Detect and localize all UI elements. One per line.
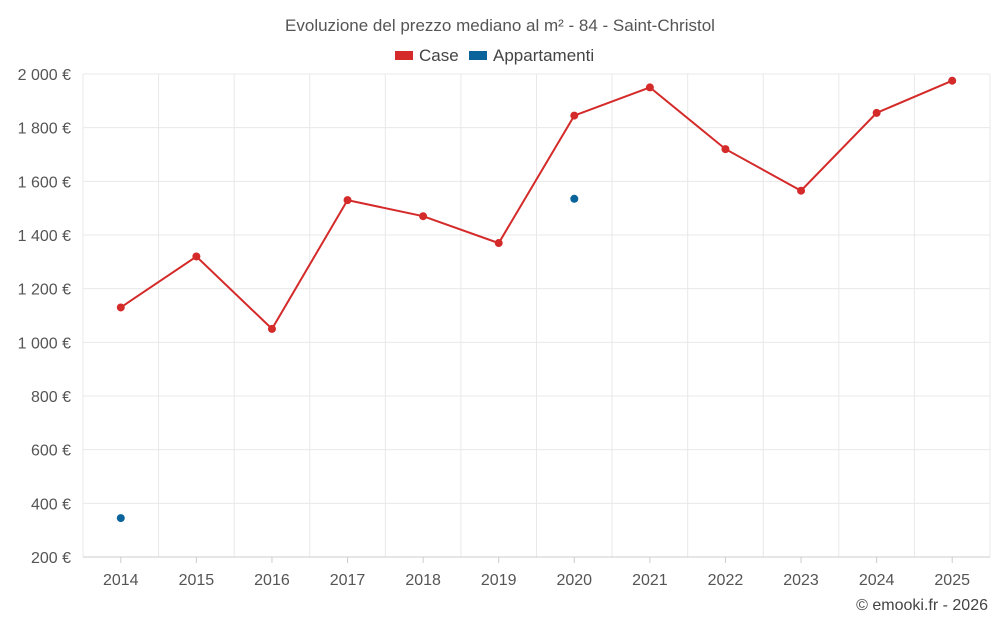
data-point-case-2014[interactable] <box>116 303 125 312</box>
x-tick-label: 2018 <box>405 572 441 589</box>
series-case <box>116 76 957 333</box>
x-tick-label: 2021 <box>632 572 668 589</box>
y-tick-label: 400 € <box>31 496 71 513</box>
data-point-case-2019[interactable] <box>494 239 503 248</box>
legend: Case Appartamenti <box>395 46 594 65</box>
data-point-case-2018[interactable] <box>419 212 428 221</box>
x-tick-label: 2016 <box>254 572 290 589</box>
y-tick-label: 1 400 € <box>18 228 71 245</box>
data-point-case-2024[interactable] <box>872 108 881 117</box>
grid <box>82 73 991 558</box>
data-point-case-2020[interactable] <box>570 111 579 120</box>
y-tick-label: 800 € <box>31 389 71 406</box>
y-tick-label: 200 € <box>31 550 71 567</box>
data-point-case-2015[interactable] <box>192 252 201 261</box>
x-tick-label: 2019 <box>481 572 517 589</box>
x-tick-label: 2015 <box>179 572 215 589</box>
y-tick-label: 1 600 € <box>18 174 71 191</box>
chart-title: Evoluzione del prezzo mediano al m² - 84… <box>285 16 715 35</box>
x-tick-label: 2017 <box>330 572 366 589</box>
footer-credit: © emooki.fr - 2026 <box>856 597 988 614</box>
legend-label-case[interactable]: Case <box>419 46 459 65</box>
data-point-case-2017[interactable] <box>343 196 352 205</box>
x-tick-label: 2020 <box>556 572 592 589</box>
x-tick-label: 2025 <box>934 572 970 589</box>
axes: 200 € 400 € 600 € 800 € 1 000 € 1 200 € 1 400 … <box>18 67 990 589</box>
data-point-appartamenti-2014[interactable] <box>116 514 125 523</box>
data-point-case-2025[interactable] <box>948 76 957 85</box>
x-tick-label: 2014 <box>103 572 139 589</box>
y-tick-label: 2 000 € <box>18 67 71 84</box>
data-point-case-2023[interactable] <box>797 186 806 195</box>
data-point-case-2022[interactable] <box>721 145 730 154</box>
data-point-appartamenti-2020[interactable] <box>570 194 579 203</box>
y-tick-label: 1 000 € <box>18 335 71 352</box>
series-appartamenti <box>116 194 579 523</box>
y-tick-label: 600 € <box>31 443 71 460</box>
legend-label-appartamenti[interactable]: Appartamenti <box>493 46 594 65</box>
data-point-case-2016[interactable] <box>267 324 276 333</box>
y-tick-label: 1 200 € <box>18 282 71 299</box>
data-point-case-2021[interactable] <box>645 83 654 92</box>
legend-swatch-case <box>395 51 413 60</box>
legend-swatch-appartamenti <box>469 51 487 60</box>
series-line-case <box>120 79 953 331</box>
x-tick-label: 2022 <box>708 572 744 589</box>
x-tick-label: 2024 <box>859 572 895 589</box>
y-tick-label: 1 800 € <box>18 121 71 138</box>
x-tick-label: 2023 <box>783 572 819 589</box>
series <box>116 76 957 523</box>
